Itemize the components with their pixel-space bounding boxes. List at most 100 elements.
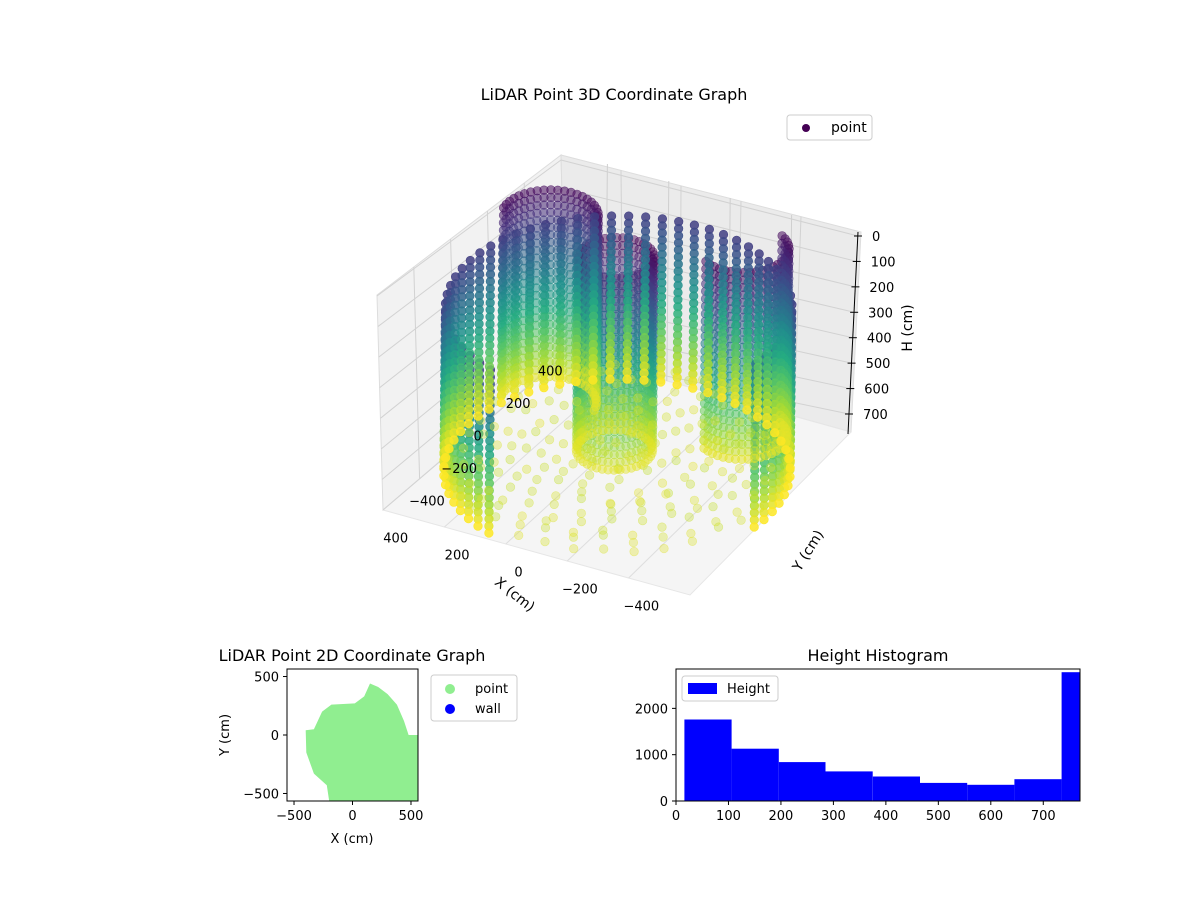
- scatter3d-point: [605, 426, 614, 435]
- scatter3d-point: [735, 439, 744, 448]
- scatter3d-point: [685, 424, 694, 433]
- histogram-x-tick-label: 300: [821, 809, 846, 824]
- scatter3d-y-tick-label: −200: [441, 462, 477, 477]
- scatter3d-point: [540, 463, 549, 472]
- scatter3d-point: [777, 437, 786, 446]
- scatter3d-point: [604, 406, 613, 415]
- scatter3d-point: [508, 442, 517, 451]
- scatter3d-z-tick-label: 300: [868, 306, 893, 321]
- scatter3d-point: [625, 452, 634, 461]
- scatter3d-legend-marker: [802, 124, 810, 132]
- scatter3d-point: [728, 491, 737, 500]
- histogram-bar: [1062, 672, 1080, 801]
- scatter3d-point: [735, 464, 744, 473]
- scatter3d-point: [680, 473, 689, 482]
- scatter3d-point: [450, 436, 459, 445]
- scatter3d-point: [506, 483, 515, 492]
- scatter3d-point: [712, 517, 721, 526]
- scatter3d-point: [663, 397, 672, 406]
- scatter3d-point: [673, 380, 682, 389]
- scatter3d-point: [477, 495, 486, 504]
- scatter3d-point: [640, 376, 649, 385]
- histogram-x-tick-label: 500: [926, 809, 951, 824]
- scatter3d-zlabel: H (cm): [900, 304, 916, 351]
- scatter3d-point: [658, 459, 667, 468]
- histogram-legend-label: Height: [727, 682, 770, 697]
- scatter3d-point: [569, 528, 578, 537]
- scatter3d-point: [552, 492, 561, 501]
- scatter2d-xlabel: X (cm): [331, 832, 374, 847]
- scatter3d-point: [718, 393, 727, 402]
- scatter3d-z-tick-label: 100: [871, 255, 896, 270]
- scatter3d-point: [760, 515, 769, 524]
- scatter3d-point: [699, 436, 708, 445]
- scatter3d-point: [623, 375, 632, 384]
- scatter3d-z-tick-label: 0: [872, 230, 880, 245]
- scatter3d-point: [750, 491, 759, 500]
- scatter3d-point: [498, 496, 507, 505]
- scatter3d-point: [484, 486, 493, 495]
- scatter3d-point: [689, 384, 698, 393]
- scatter3d-point: [690, 496, 699, 505]
- scatter3d-point: [518, 512, 527, 521]
- scatter3d-z-tick-label: 200: [869, 281, 894, 296]
- scatter3d-point: [577, 509, 586, 518]
- scatter3d-point: [528, 487, 537, 496]
- scatter3d-point: [693, 504, 702, 513]
- scatter3d-point: [585, 471, 594, 480]
- scatter3d-y-tick-label: 200: [506, 397, 531, 412]
- scatter3d-point: [504, 427, 513, 436]
- scatter3d-point: [533, 475, 542, 484]
- scatter3d-point: [445, 489, 454, 498]
- scatter2d-legend-marker-point: [445, 684, 455, 694]
- scatter3d-point: [559, 439, 568, 448]
- histogram-y-tick-label: 0: [660, 795, 668, 810]
- scatter3d-point: [466, 479, 475, 488]
- scatter3d-point: [760, 431, 769, 440]
- histogram-legend: Height: [682, 676, 778, 701]
- scatter3d-point: [620, 412, 629, 421]
- scatter3d-point: [628, 531, 637, 540]
- scatter3d-point: [596, 436, 605, 445]
- histogram-bar: [873, 777, 920, 802]
- scatter3d-point: [445, 444, 454, 453]
- scatter3d-point: [737, 516, 746, 525]
- scatter3d-point: [540, 383, 549, 392]
- scatter3d-point: [636, 497, 645, 506]
- scatter3d-point: [525, 499, 534, 508]
- scatter3d-point: [601, 447, 610, 456]
- scatter3d-point: [676, 409, 685, 418]
- scatter3d-legend-label: point: [831, 120, 867, 136]
- scatter3d-point: [514, 531, 523, 540]
- scatter3d-point: [560, 401, 569, 410]
- scatter3d-point: [572, 377, 581, 386]
- scatter2d-legend-marker-wall: [445, 704, 455, 714]
- scatter3d-point: [698, 420, 707, 429]
- scatter3d-point: [658, 430, 667, 439]
- scatter3d-point: [599, 526, 608, 535]
- scatter3d-point: [689, 462, 698, 471]
- scatter3d-point: [733, 508, 742, 517]
- scatter3d-point: [518, 430, 527, 439]
- scatter3d-point: [550, 500, 559, 509]
- scatter3d-point: [705, 457, 714, 466]
- scatter3d-point: [775, 499, 784, 508]
- scatter3d-point: [532, 427, 541, 436]
- scatter3d-point: [685, 513, 694, 522]
- scatter3d-point: [597, 367, 606, 376]
- scatter3d-point: [552, 455, 561, 464]
- scatter3d-point: [577, 517, 586, 526]
- scatter3d-point: [550, 415, 559, 424]
- scatter3d-point: [605, 395, 614, 404]
- scatter3d-point: [657, 378, 666, 387]
- scatter3d-point: [671, 427, 680, 436]
- scatter3d-point: [485, 405, 494, 414]
- scatter3d-point: [474, 412, 483, 421]
- scatter3d-point: [686, 445, 695, 454]
- scatter2d-legend-label-wall: wall: [475, 702, 501, 717]
- scatter3d-point: [545, 397, 554, 406]
- scatter3d-point: [587, 444, 596, 453]
- scatter3d-point: [541, 537, 550, 546]
- scatter3d-point: [634, 406, 643, 415]
